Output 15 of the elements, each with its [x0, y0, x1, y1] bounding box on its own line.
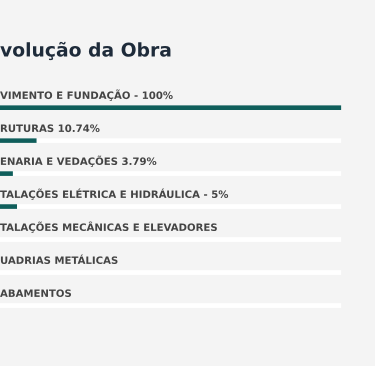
y-tick-label: TALAÇÕES ELÉTRICA E HIDRÁULICA - 5%: [0, 188, 228, 200]
bar: [17, 204, 342, 209]
y-tick-label: UADRIAS METÁLICAS: [0, 254, 118, 264]
y-tick-label: VIMENTO E FUNDAÇÃO - 100%: [0, 89, 173, 101]
chart-title: volução da Obra: [0, 42, 170, 60]
bar: [0, 204, 18, 209]
y-tick-label: TALAÇÕES MECÂNICAS E ELEVADORES: [0, 222, 217, 233]
y-tick-label: RUTURAS 10.74%: [0, 124, 100, 132]
bar: [0, 171, 13, 176]
y-tick-label: ABAMENTOS: [0, 289, 72, 298]
bar: [12, 171, 342, 176]
bar: [0, 138, 37, 143]
y-tick-label: ENARIA E VEDAÇÕES 3.79%: [0, 156, 156, 167]
bar: [0, 105, 342, 110]
bar: [36, 138, 342, 143]
